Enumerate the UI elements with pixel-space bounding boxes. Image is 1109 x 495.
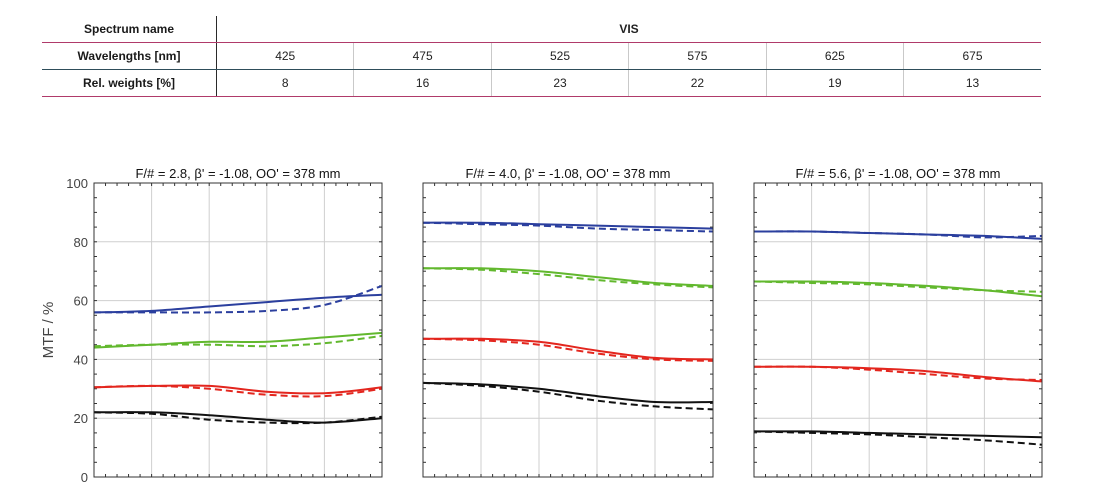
y-tick-label: 20 [74,411,88,426]
mtf-curve-dashed [93,334,383,348]
plot-area [94,183,382,477]
spectrum-table: Spectrum name VIS Wavelengths [nm] 425 4… [42,16,1041,97]
wavelength-cell: 525 [490,42,629,70]
wavelength-cell: 675 [903,42,1041,70]
mtf-chart-2: F/# = 4.0, β' = -1.08, OO' = 378 mm [422,166,714,478]
mtf-curve-dashed [93,411,383,425]
weight-cell: 22 [628,69,767,97]
wavelength-cell: 575 [628,42,767,70]
wavelengths-row: Wavelengths [nm] 425 475 525 575 625 675 [42,42,1041,70]
mtf-curve-solid [422,381,714,404]
mtf-curve-dashed [753,230,1043,239]
mtf-chart-1: F/# = 2.8, β' = -1.08, OO' = 378 mm 0 20 40… [66,166,383,485]
plot-frame [422,182,714,478]
y-tick-label: 0 [81,470,88,485]
mtf-curve-dashed [93,384,383,398]
mtf-curve-solid [93,384,383,395]
mtf-chart-3: F/# = 5.6, β' = -1.08, OO' = 378 mm [753,166,1043,478]
weight-cell: 16 [353,69,492,97]
y-tick-label: 80 [74,235,88,250]
mtf-curve-dashed [422,381,714,411]
mtf-curve-dashed [422,267,714,289]
mtf-curve-dashed [753,365,1043,381]
mtf-curve-solid [422,337,714,361]
y-axis-label: MTF / % [40,302,57,359]
wavelength-cell: 425 [216,42,354,70]
chart-title: F/# = 4.0, β' = -1.08, OO' = 378 mm [465,166,670,181]
plot-area [423,183,713,477]
mtf-curve-solid [753,365,1043,383]
weights-row: Rel. weights [%] 8 16 23 22 19 13 [42,69,1041,97]
mtf-curve-dashed [753,280,1043,293]
spectrum-name-value: VIS [216,16,1041,43]
chart-layer: F/# = 2.8, β' = -1.08, OO' = 378 mm 0 20 40… [66,166,1043,485]
chart-title: F/# = 2.8, β' = -1.08, OO' = 378 mm [135,166,340,181]
y-tick-label: 100 [66,176,88,191]
wavelength-cell: 475 [353,42,492,70]
mtf-curve-dashed [422,221,714,233]
spectrum-name-header: Spectrum name [42,16,217,43]
weight-cell: 8 [216,69,354,97]
chart-title: F/# = 5.6, β' = -1.08, OO' = 378 mm [795,166,1000,181]
y-tick-label: 40 [74,352,88,367]
plot-frame [93,182,383,478]
y-tick-label: 60 [74,294,88,309]
weight-cell: 19 [765,69,904,97]
mtf-curve-solid [422,221,714,230]
wavelengths-header: Wavelengths [nm] [42,42,217,70]
mtf-curve-dashed [753,430,1043,446]
mtf-curve-dashed [94,284,383,314]
mtf-curve-dashed [422,337,714,362]
mtf-curve-solid [93,293,383,314]
mtf-curve-solid [93,331,383,349]
weight-cell: 13 [903,69,1041,97]
weights-header: Rel. weights [%] [42,69,217,97]
wavelength-cell: 625 [765,42,904,70]
mtf-curve-solid [753,430,1043,439]
weight-cell: 23 [490,69,629,97]
spectrum-name-row: Spectrum name VIS [42,16,1041,43]
plot-frame [753,182,1043,478]
mtf-curve-solid [422,267,714,287]
